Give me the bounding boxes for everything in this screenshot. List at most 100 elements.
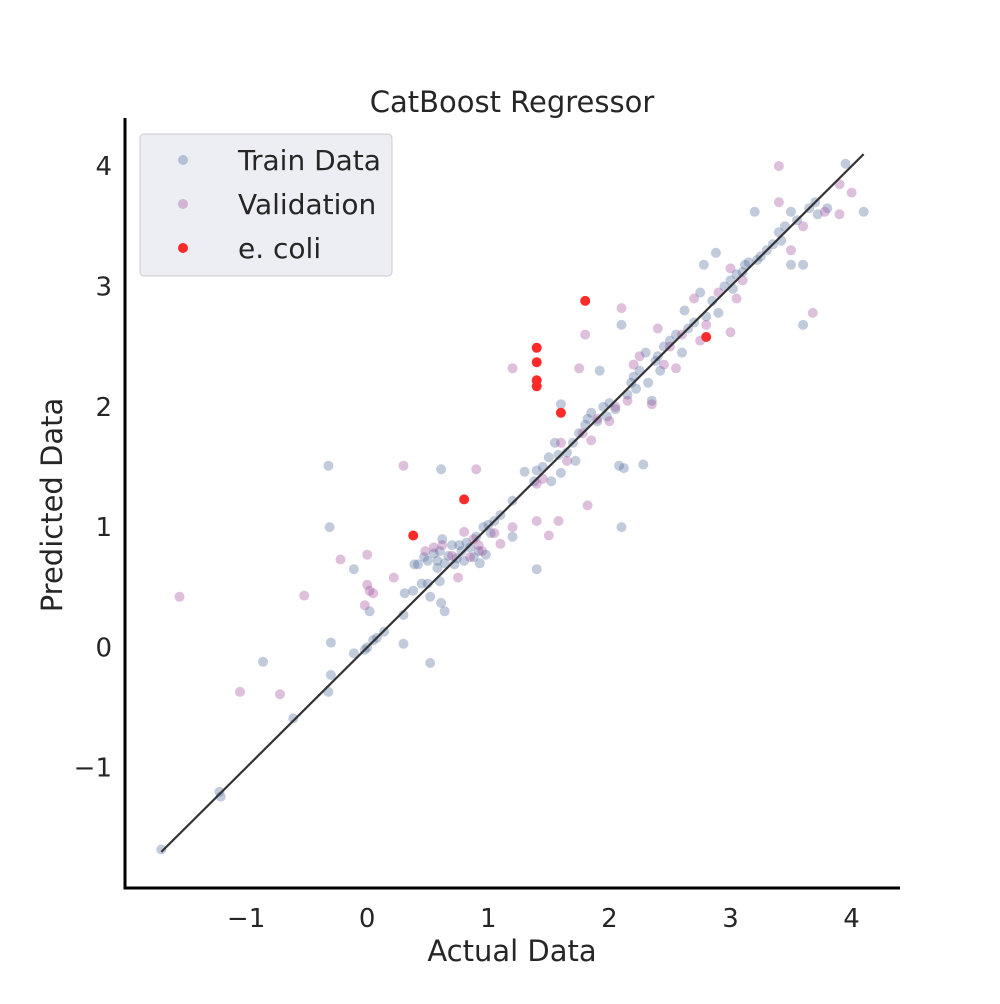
data-point [483, 519, 494, 530]
data-point [436, 464, 447, 475]
data-point [640, 347, 651, 358]
data-point [507, 531, 518, 542]
data-point [471, 464, 482, 475]
data-point [614, 460, 625, 471]
data-point [447, 540, 457, 551]
data-point [325, 670, 336, 680]
data-point [616, 303, 627, 314]
data-point [555, 467, 566, 478]
data-point [474, 558, 485, 569]
data-point [822, 203, 833, 214]
data-point [437, 540, 448, 551]
data-point [638, 459, 649, 470]
x-tick-label: −1 [227, 904, 265, 934]
data-point [555, 399, 566, 410]
data-point [725, 327, 736, 338]
data-point [643, 377, 654, 388]
data-point [553, 516, 564, 526]
data-point [671, 363, 681, 374]
data-point [570, 455, 581, 466]
data-point [634, 351, 645, 362]
data-point [348, 564, 359, 575]
data-point [698, 259, 709, 270]
data-point [398, 638, 409, 649]
data-point [604, 416, 615, 427]
data-point [840, 158, 851, 169]
data-point [359, 600, 370, 611]
data-point [695, 287, 706, 298]
x-axis-label: Actual Data [427, 934, 596, 968]
data-point [652, 323, 663, 334]
data-point [174, 591, 185, 602]
data-point [324, 522, 335, 533]
data-point [740, 259, 750, 270]
data-point [439, 558, 450, 569]
data-point [507, 363, 518, 374]
data-point [655, 365, 666, 376]
data-point [299, 590, 310, 601]
data-point [454, 540, 465, 551]
data-point [546, 476, 557, 487]
data-point [465, 552, 476, 563]
data-point [807, 307, 818, 318]
data-point [737, 267, 748, 277]
data-point [618, 463, 629, 474]
data-point [582, 500, 593, 511]
data-point [580, 329, 591, 340]
data-point [701, 319, 712, 330]
data-point [489, 528, 500, 539]
y-tick-label: 0 [95, 633, 112, 663]
data-point [574, 363, 585, 374]
ticks-layer: −1 0 1 2 3 4 −1 0 1 2 3 4 [74, 152, 860, 934]
data-point [480, 549, 491, 560]
data-point [616, 522, 627, 533]
data-point [594, 365, 605, 376]
data-point [485, 528, 496, 539]
data-point [323, 460, 334, 471]
data-point [425, 591, 436, 602]
data-point [786, 245, 796, 256]
data-point [432, 563, 443, 573]
data-point [416, 578, 427, 589]
data-point [622, 395, 633, 406]
legend-label: e. coli [238, 232, 321, 265]
data-point [652, 351, 663, 362]
legend-label: Train Data [237, 144, 381, 177]
data-point [507, 522, 518, 533]
data-point [439, 606, 450, 617]
data-point [459, 526, 470, 537]
data-point [325, 637, 336, 648]
data-point [388, 572, 399, 583]
data-point [477, 546, 488, 557]
data-point [348, 648, 359, 659]
data-point [362, 549, 373, 560]
data-point [368, 588, 379, 599]
data-point [428, 548, 439, 559]
data-point [710, 247, 721, 258]
data-point [473, 540, 484, 551]
legend-marker [178, 199, 188, 209]
data-point [531, 465, 542, 476]
data-point [713, 307, 724, 318]
data-point [562, 455, 572, 466]
data-point [214, 786, 225, 797]
y-tick-label: 2 [95, 393, 112, 423]
data-point [819, 206, 830, 217]
data-point [786, 206, 796, 217]
data-point [626, 377, 637, 388]
data-point [408, 530, 419, 541]
data-point [456, 546, 467, 557]
data-point [586, 435, 597, 446]
data-point [443, 550, 454, 561]
data-point [531, 516, 542, 526]
data-point [465, 542, 476, 553]
data-point [543, 452, 554, 463]
data-point [531, 357, 542, 368]
data-point [453, 572, 463, 583]
data-point [425, 658, 436, 668]
y-tick-label: 1 [95, 513, 112, 543]
data-point [459, 555, 470, 566]
data-point [677, 347, 687, 358]
data-point [335, 554, 346, 565]
